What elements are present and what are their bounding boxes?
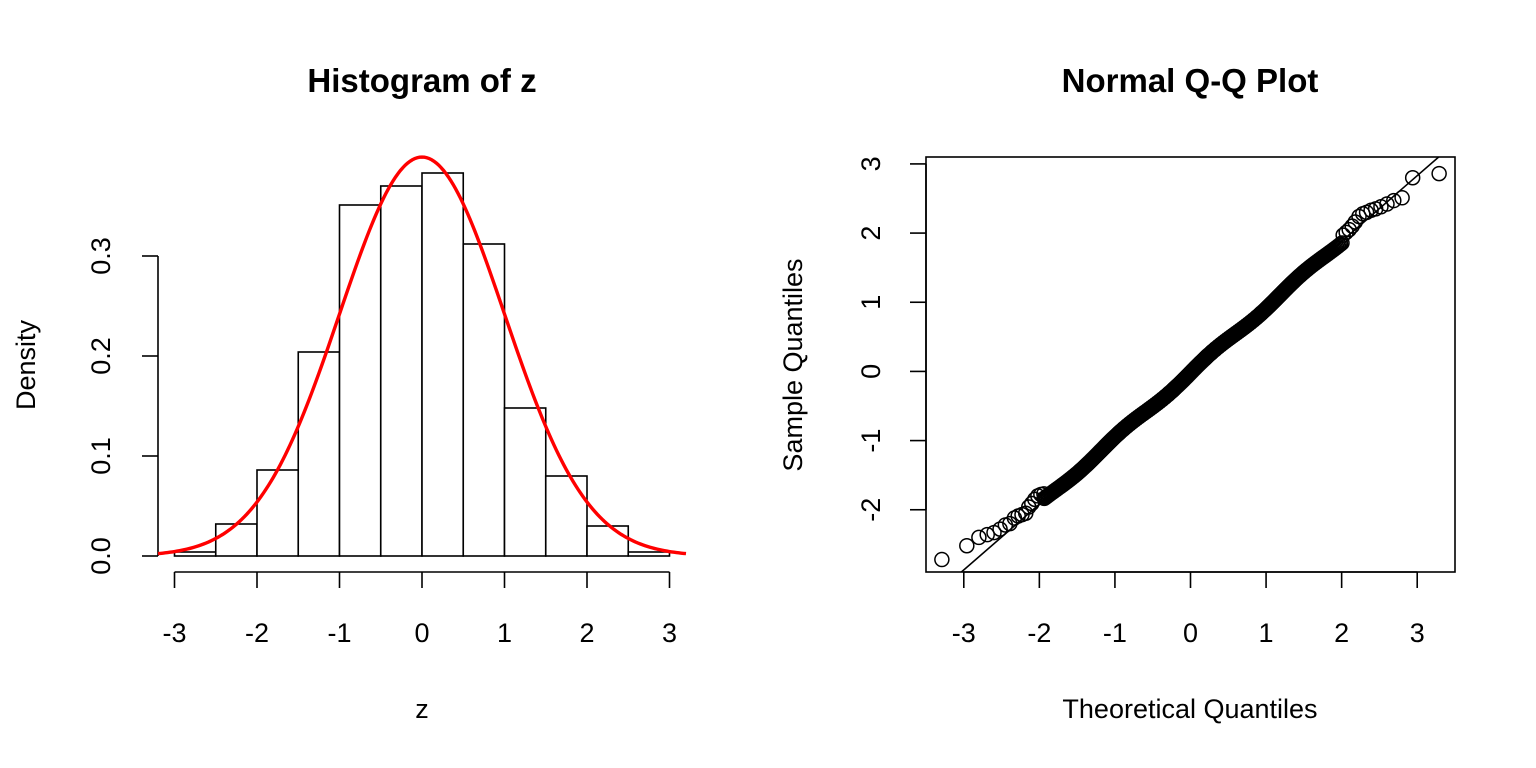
- qq-point: [934, 551, 950, 568]
- histogram-bar: [627, 551, 671, 557]
- histogram-panel: Histogram of z z Density -3 -2 -1 0 1 2 3 0.0 0.…: [11, 62, 687, 724]
- histogram-x-tick-label: 0: [414, 618, 429, 648]
- histogram-bar: [503, 407, 547, 557]
- qq-y-tick-label: 1: [856, 295, 886, 310]
- qq-x-tick-label: -1: [1103, 618, 1127, 648]
- histogram-x-tick-label: -3: [162, 618, 186, 648]
- qq-x-tick-label: 3: [1410, 618, 1425, 648]
- qq-plot-title: Normal Q-Q Plot: [1062, 62, 1319, 99]
- qq-points: [934, 165, 1447, 568]
- qq-point: [971, 529, 987, 546]
- histogram-x-tick-label: 3: [662, 618, 677, 648]
- qq-point: [959, 537, 975, 554]
- histogram-bar: [379, 185, 423, 557]
- qq-point: [992, 521, 1008, 537]
- qq-point: [1331, 237, 1348, 253]
- histogram-bar: [256, 469, 300, 557]
- qq-plot-y-axis-label: Sample Quantiles: [778, 258, 808, 471]
- histogram-title: Histogram of z: [307, 62, 536, 99]
- qq-y-tick-label: 2: [856, 226, 886, 241]
- qq-point: [1431, 165, 1447, 182]
- qq-point: [1334, 235, 1350, 251]
- histogram-x-tick-label: -1: [327, 618, 351, 648]
- histogram-y-axis-label: Density: [11, 319, 41, 410]
- qq-x-tick-label: 2: [1334, 618, 1349, 648]
- normal-density-curve: [157, 155, 687, 556]
- qq-y-tick-label: -1: [856, 429, 886, 453]
- qq-y-tick-label: -2: [856, 498, 886, 522]
- qq-dense-points: [1036, 235, 1350, 507]
- qq-x-tick-label: 0: [1183, 618, 1198, 648]
- histogram-y-tick-label: 0.1: [86, 437, 116, 475]
- qq-plot-x-axis-label: Theoretical Quantiles: [1062, 694, 1317, 724]
- histogram-y-tick-label: 0.3: [86, 237, 116, 275]
- qq-point: [1335, 227, 1351, 243]
- qq-point: [1341, 221, 1357, 238]
- histogram-axes: -3 -2 -1 0 1 2 3 0.0 0.1 0.2 0.3: [86, 237, 677, 648]
- qq-x-tick-label: -3: [952, 618, 976, 648]
- qq-point: [1394, 190, 1410, 206]
- histogram-y-tick-label: 0.0: [86, 537, 116, 575]
- histogram-x-tick-label: -2: [245, 618, 269, 648]
- qq-x-tick-label: -2: [1027, 618, 1051, 648]
- qq-point: [979, 526, 995, 543]
- qq-point: [1338, 224, 1354, 241]
- histogram-bars: [173, 172, 671, 557]
- qq-y-tick-label: 3: [856, 156, 886, 171]
- histogram-bar: [421, 172, 465, 557]
- qq-y-tick-label: 0: [856, 364, 886, 379]
- histogram-y-tick-label: 0.2: [86, 337, 116, 375]
- histogram-bar: [338, 204, 382, 557]
- histogram-x-tick-label: 2: [579, 618, 594, 648]
- qq-x-tick-label: 1: [1259, 618, 1274, 648]
- histogram-x-tick-label: 1: [497, 618, 512, 648]
- histogram-bar: [297, 351, 341, 557]
- histogram-bar: [173, 551, 217, 557]
- histogram-bar: [586, 525, 630, 557]
- qq-plot-axes: -3 -2 -1 0 1 2 3 -2 -1 0 1 2 3: [856, 156, 1425, 648]
- histogram-bar: [214, 523, 258, 557]
- histogram-bar: [544, 475, 588, 557]
- qq-plot-panel: Normal Q-Q Plot Theoretical Quantiles Sa…: [778, 62, 1456, 724]
- qq-point: [1036, 486, 1052, 502]
- histogram-x-axis-label: z: [415, 694, 429, 724]
- qq-point: [1404, 170, 1421, 186]
- qq-point: [1328, 239, 1345, 255]
